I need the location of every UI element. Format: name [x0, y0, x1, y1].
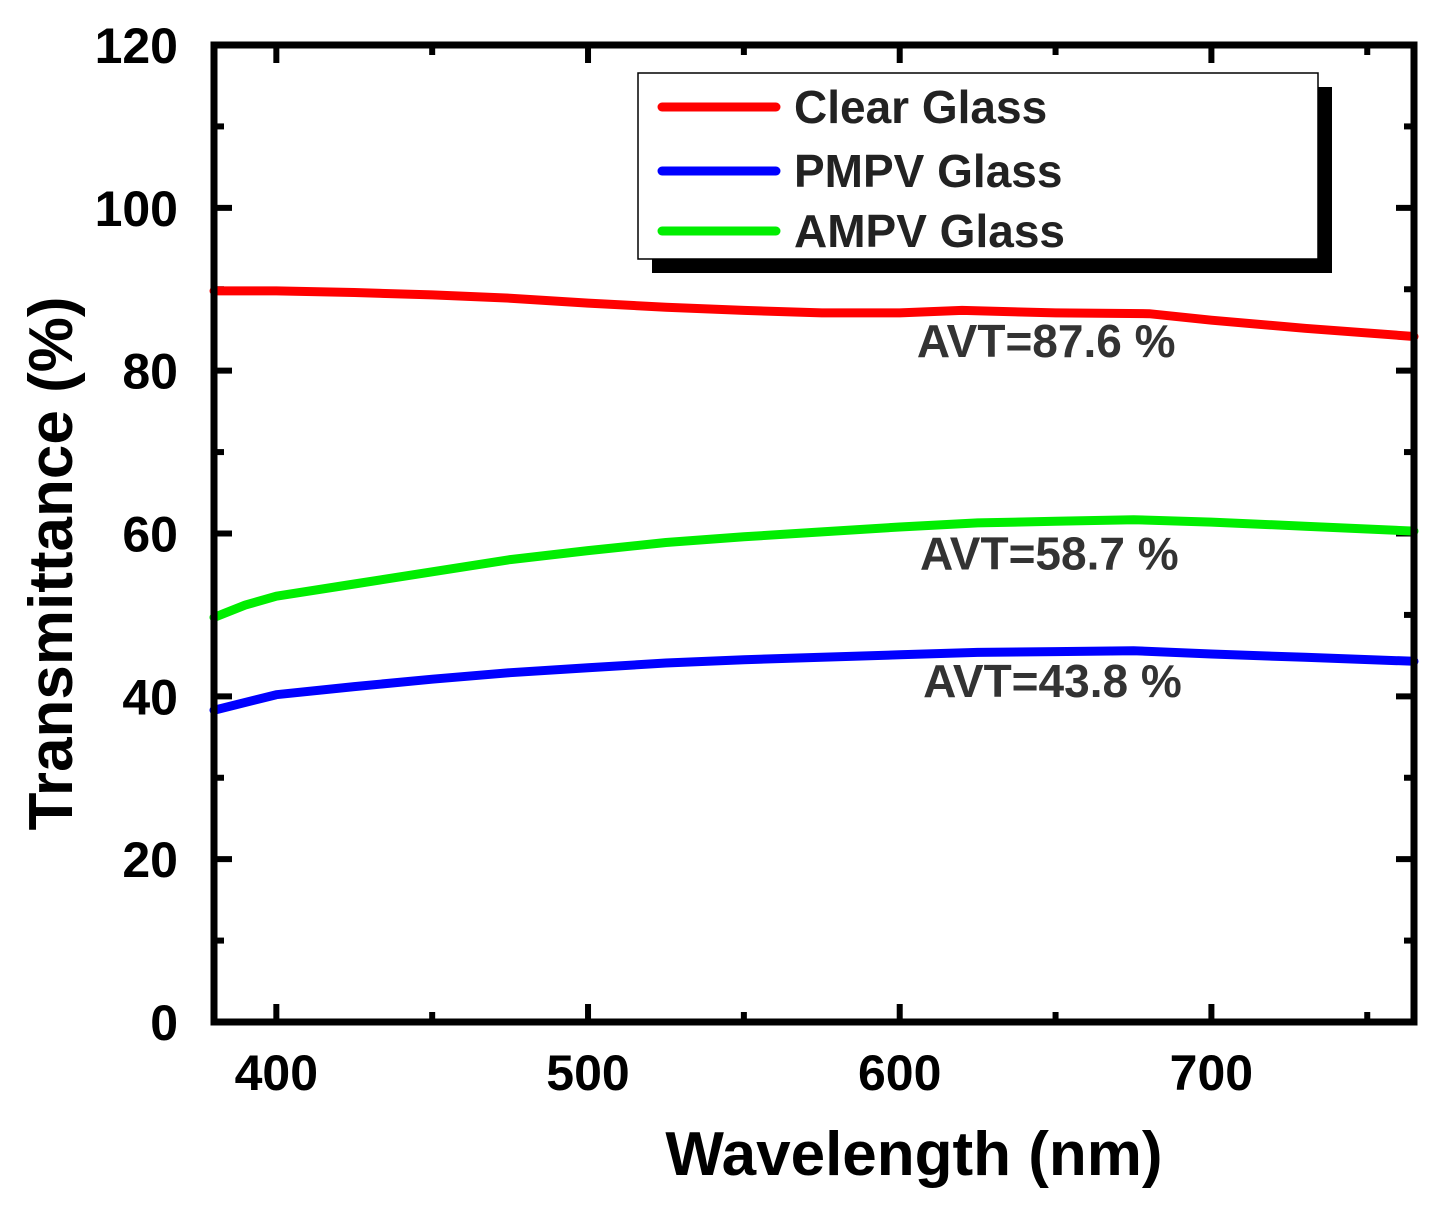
y-axis-title: Transmittance (%)	[17, 296, 86, 830]
y-tick-label: 80	[122, 344, 178, 400]
x-tick-label: 500	[546, 1045, 629, 1101]
plot-area-frame	[210, 41, 1418, 1026]
annotation-layer: AVT=87.6 % AVT=58.7 % AVT=43.8 %	[917, 315, 1182, 707]
avt-annotation: AVT=43.8 %	[923, 655, 1182, 707]
legend-label: Clear Glass	[794, 81, 1047, 133]
tick-labels-layer: 400 500 600 700 0 20 40 60 80 100 120	[95, 18, 1254, 1101]
avt-annotation: AVT=58.7 %	[920, 527, 1179, 579]
avt-annotation: AVT=87.6 %	[917, 315, 1176, 367]
series-layer	[209, 286, 1419, 715]
x-axis-title: Wavelength (nm)	[665, 1120, 1162, 1189]
y-tick-label: 100	[95, 181, 178, 237]
x-tick-label: 600	[858, 1045, 941, 1101]
legend-items: Clear Glass PMPV Glass AMPV Glass	[657, 81, 1065, 257]
y-tick-label: 40	[122, 669, 178, 725]
legend: Clear Glass PMPV Glass AMPV Glass	[637, 72, 1332, 273]
legend-label: AMPV Glass	[794, 205, 1065, 257]
series-line-pmpv-glass	[209, 646, 1419, 715]
series-line-clear-glass	[209, 286, 1419, 341]
series-line-ampv-glass	[209, 515, 1419, 622]
x-tick-label: 700	[1170, 1045, 1253, 1101]
y-tick-label: 60	[122, 507, 178, 563]
y-tick-label: 20	[122, 832, 178, 888]
y-tick-label: 120	[95, 18, 178, 74]
legend-label: PMPV Glass	[794, 145, 1062, 197]
y-tick-label: 0	[150, 995, 178, 1051]
x-tick-label: 400	[235, 1045, 318, 1101]
